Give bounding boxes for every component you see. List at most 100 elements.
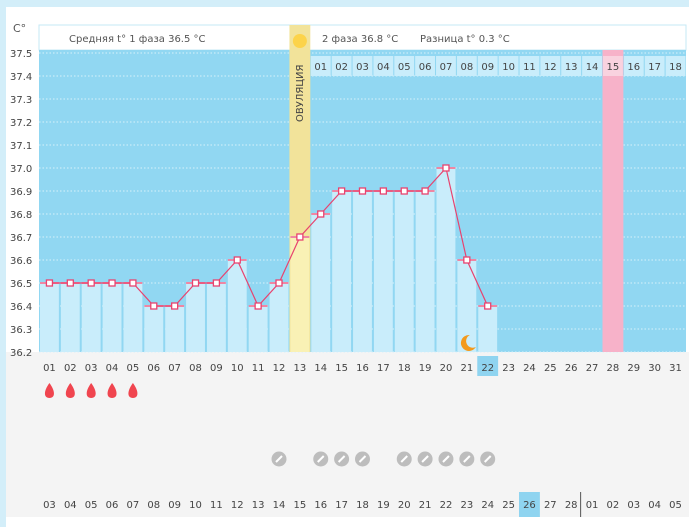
next-cycle-day-label: 16 [627, 62, 640, 73]
temperature-bar [332, 191, 352, 352]
calendar-date: 17 [335, 500, 348, 511]
phase2-average: 2 фаза 36.8 °C [322, 34, 399, 45]
temperature-point [45, 279, 54, 287]
next-cycle-day-cell [561, 56, 582, 76]
blood-drop-icon [128, 383, 138, 398]
calendar-date: 13 [252, 500, 265, 511]
pill-stripe [400, 455, 408, 463]
y-tick-label: 36.8 [10, 210, 32, 221]
cycle-day-label: 29 [627, 363, 640, 374]
next-cycle-day-label: 18 [669, 62, 682, 73]
calendar-date: 22 [440, 500, 453, 511]
next-cycle-day-label: 05 [398, 62, 411, 73]
cycle-day-label: 23 [502, 363, 515, 374]
next-cycle-day-label: 17 [648, 62, 661, 73]
calendar-date: 19 [377, 500, 390, 511]
pill-stripe [463, 455, 471, 463]
y-tick-label: 36.3 [10, 325, 32, 336]
pill-stripe [275, 455, 283, 463]
calendar-date: 04 [648, 500, 661, 511]
temperature-point [337, 187, 346, 195]
y-tick-label: 36.9 [10, 187, 32, 198]
calendar-date: 06 [106, 500, 119, 511]
temperature-bar [457, 260, 477, 352]
temperature-bar [40, 283, 59, 352]
temperature-bar [123, 283, 143, 352]
ovulation-label: ОВУЛЯЦИЯ [295, 65, 306, 123]
temperature-point [400, 187, 408, 195]
cycle-day-label: 24 [523, 363, 536, 374]
temperature-bar [415, 191, 435, 352]
cycle-day-label: 28 [607, 363, 620, 374]
next-cycle-day-label: 08 [460, 62, 473, 73]
temperature-point [484, 302, 492, 310]
cycle-day-label: 08 [189, 363, 202, 374]
cycle-day-label: 27 [586, 363, 599, 374]
next-cycle-day-label: 09 [481, 62, 494, 73]
calendar-date: 05 [669, 500, 682, 511]
next-cycle-day-label: 07 [440, 62, 453, 73]
next-cycle-day-cell [665, 56, 686, 76]
next-cycle-day-cell [519, 56, 540, 76]
temperature-point [212, 279, 221, 287]
blood-drop-icon [86, 383, 96, 398]
next-cycle-day-cell [456, 56, 477, 76]
cycle-day-label: 02 [64, 363, 77, 374]
next-cycle-day-label: 14 [586, 62, 599, 73]
calendar-date: 11 [210, 500, 223, 511]
calendar-date: 09 [168, 500, 181, 511]
temperature-point [421, 187, 429, 195]
calendar-date: 27 [544, 500, 557, 511]
calendar-date: 05 [85, 500, 98, 511]
temperature-point [358, 187, 367, 195]
cycle-day-label: 30 [648, 363, 661, 374]
calendar-date: 04 [64, 500, 77, 511]
today-highlight [519, 492, 540, 517]
cycle-day-label: 31 [669, 363, 682, 374]
cycle-day-label: 16 [356, 363, 369, 374]
temperature-bar [311, 214, 331, 352]
cycle-day-label: 10 [231, 363, 244, 374]
temperature-bar [186, 283, 205, 352]
y-tick-label: 37.4 [10, 72, 32, 83]
temperature-point [108, 279, 116, 287]
temperature-point [317, 210, 325, 218]
y-tick-label: 37.2 [10, 118, 32, 129]
next-cycle-day-cell [415, 56, 436, 76]
cycle-day-label: 18 [398, 363, 411, 374]
temperature-bar [248, 306, 268, 352]
next-cycle-day-cell [498, 56, 519, 76]
next-cycle-day-cell [644, 56, 665, 76]
next-cycle-day-cell [331, 56, 352, 76]
temperature-bar [60, 283, 80, 352]
cycle-day-label: 13 [294, 363, 307, 374]
y-tick-label: 36.4 [10, 302, 32, 313]
pill-stripe [421, 455, 429, 463]
next-cycle-day-label: 15 [607, 62, 620, 73]
current-day-highlight [477, 356, 499, 376]
next-cycle-day-label: 03 [356, 62, 369, 73]
next-cycle-day-label: 13 [565, 62, 578, 73]
temperature-bar [227, 260, 247, 352]
y-tick-label: 36.5 [10, 279, 32, 290]
y-tick-label: 36.2 [10, 348, 32, 359]
cycle-day-label: 17 [377, 363, 390, 374]
calendar-date: 20 [398, 500, 411, 511]
next-cycle-day-label: 01 [314, 62, 327, 73]
phase1-average: Средняя t° 1 фаза 36.5 °C [69, 34, 206, 45]
temperature-point [254, 302, 262, 310]
calendar-date: 10 [189, 500, 202, 511]
cycle-day-label: 12 [273, 363, 286, 374]
temperature-bar [206, 283, 226, 352]
temperature-point [150, 302, 158, 310]
blood-drop-icon [65, 383, 75, 398]
temperature-bar [144, 306, 164, 352]
cycle-day-label: 01 [43, 363, 56, 374]
calendar-date: 25 [502, 500, 515, 511]
temperature-point [87, 279, 95, 287]
temperature-point [171, 302, 179, 310]
temperature-bar [373, 191, 393, 352]
temperature-point [442, 164, 450, 172]
moon-icon [460, 334, 476, 351]
